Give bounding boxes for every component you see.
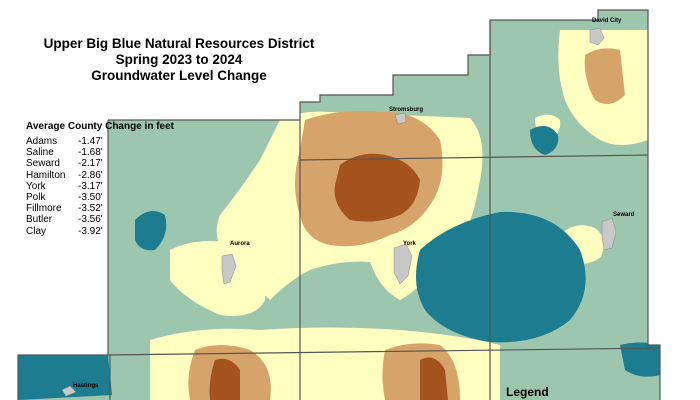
place-label-hastings: Hastings — [73, 383, 99, 389]
county-row: Clay -3.92' — [26, 226, 196, 237]
town-areas — [61, 27, 617, 397]
zone-teal-north-east — [530, 126, 559, 155]
county-row: Butler -3.56' — [26, 214, 196, 225]
county-change: -3.17' — [78, 180, 103, 192]
legend-title: Legend — [506, 385, 549, 399]
title-line-1: Upper Big Blue Natural Resources Distric… — [43, 36, 315, 51]
county-change: -2.17' — [78, 158, 103, 170]
county-name: Saline — [26, 147, 54, 159]
county-row: Adams -1.47' — [26, 136, 196, 147]
map-title: Upper Big Blue Natural Resources Distric… — [18, 36, 340, 84]
zone-teal-far-east — [620, 342, 660, 377]
county-name: Butler — [26, 214, 53, 226]
county-change: -3.50' — [78, 192, 103, 204]
place-label-david-city: David City — [592, 18, 622, 24]
county-change: -3.56' — [78, 214, 103, 226]
zone-dark-brown-se — [420, 357, 448, 400]
place-label-stromsburg: Stromsburg — [389, 107, 424, 113]
zone-tan-north — [584, 48, 625, 104]
county-name: Hamilton — [26, 169, 66, 181]
town-area-york — [393, 243, 413, 285]
county-name: Clay — [26, 225, 47, 237]
town-area-aurora — [221, 253, 237, 285]
zone-teal-west — [135, 211, 167, 251]
county-change: -1.47' — [78, 136, 103, 147]
county-row: York -3.17' — [26, 181, 196, 192]
county-change: -3.52' — [78, 203, 103, 215]
county-name: Adams — [26, 136, 58, 147]
county-name: Fillmore — [26, 203, 62, 215]
county-row: Saline -1.68' — [26, 147, 196, 158]
county-row: Hamilton -2.86' — [26, 170, 196, 181]
county-change: -2.86' — [78, 169, 103, 181]
county-table-heading: Average County Change in feet — [26, 121, 174, 132]
town-area-hastings — [61, 385, 77, 397]
county-change: -1.68' — [78, 147, 103, 159]
zone-dark-brown-sw — [209, 358, 240, 400]
title-line-3: Groundwater Level Change — [91, 68, 267, 83]
place-label-york: York — [403, 241, 416, 247]
county-row: Fillmore -3.52' — [26, 203, 196, 214]
town-area-stromsburg — [394, 112, 407, 125]
county-row: Seward -2.17' — [26, 158, 196, 169]
town-area-seward — [601, 217, 617, 251]
place-label-aurora: Aurora — [230, 241, 250, 247]
county-change: -3.92' — [78, 225, 103, 237]
zone-teal-east-large — [416, 211, 586, 343]
county-change-table: Average County Change in feet Adams -1.47… — [26, 121, 196, 237]
county-name: Polk — [26, 192, 46, 204]
title-line-2: Spring 2023 to 2024 — [115, 52, 243, 67]
county-lines — [107, 20, 661, 400]
town-area-david-city — [589, 27, 605, 46]
zone-teal-south-west — [18, 355, 112, 400]
place-label-seward: Seward — [613, 212, 635, 218]
county-row: Polk -3.50' — [26, 192, 196, 203]
district-boundary — [17, 9, 661, 400]
zone-dark-brown-central — [334, 153, 420, 222]
county-name: Seward — [26, 158, 60, 170]
zone-yellow-band-west — [170, 241, 266, 316]
county-name: York — [26, 180, 46, 192]
